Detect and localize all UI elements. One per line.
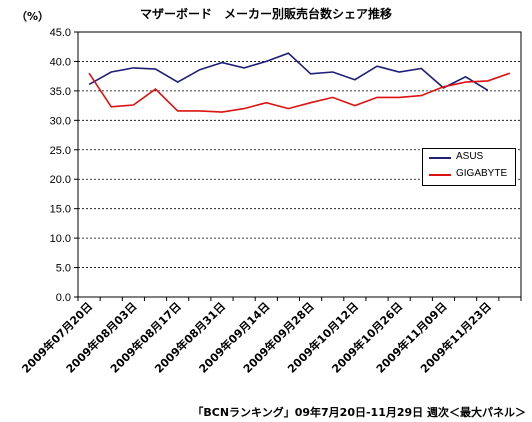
legend: ASUS GIGABYTE xyxy=(422,148,516,186)
y-tick-label: 5.0 xyxy=(56,263,71,275)
legend-label-gigabyte: GIGABYTE xyxy=(456,168,508,179)
chart-title: マザーボード メーカー別販売台数シェア推移 xyxy=(139,7,392,21)
series-line-gigabyte xyxy=(88,72,511,113)
y-axis-unit-label: （%） xyxy=(16,10,50,23)
legend-item-asus: ASUS xyxy=(423,149,515,166)
y-tick-label: 30.0 xyxy=(50,115,71,127)
y-tick-label: 45.0 xyxy=(50,27,71,39)
y-tick-label: 20.0 xyxy=(50,174,71,186)
y-tick-label: 25.0 xyxy=(50,145,71,157)
source-footnote: 「BCNランキング」09年7月20日-11月29日 週次＜最大パネル＞ xyxy=(192,406,526,419)
y-tick-label: 15.0 xyxy=(50,204,71,216)
legend-label-asus: ASUS xyxy=(456,151,484,162)
legend-item-gigabyte: GIGABYTE xyxy=(423,166,515,183)
y-tick-label: 0.0 xyxy=(56,292,71,304)
series-line-asus xyxy=(88,52,489,91)
y-tick-label: 40.0 xyxy=(50,56,71,68)
y-tick-label: 10.0 xyxy=(50,233,71,245)
y-tick-label: 35.0 xyxy=(50,86,71,98)
legend-swatch-asus xyxy=(429,157,451,159)
legend-swatch-gigabyte xyxy=(429,174,451,176)
